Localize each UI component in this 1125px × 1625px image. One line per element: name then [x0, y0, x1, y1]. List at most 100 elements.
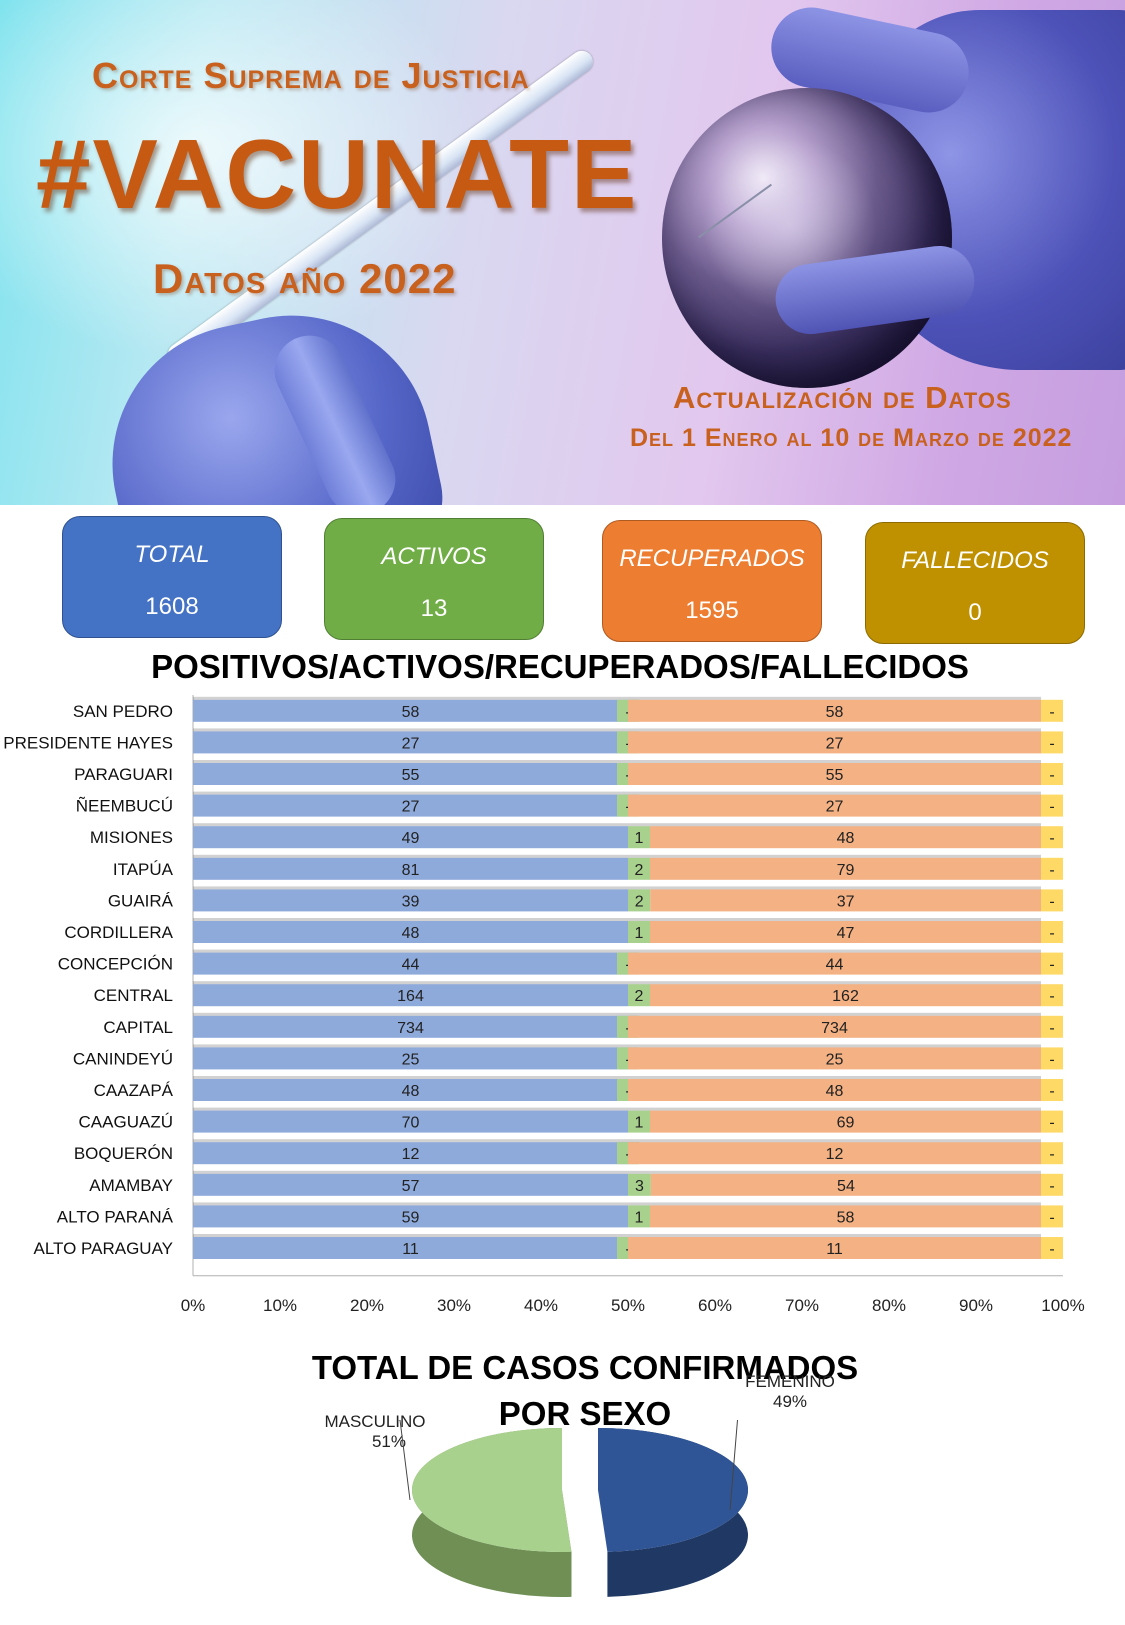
bar-segment-top-shade — [650, 1202, 1041, 1206]
bar-segment-activos — [628, 889, 651, 912]
pie-leader-masculino — [396, 1420, 411, 1501]
category-label: PARAGUARI — [74, 765, 173, 784]
category-label: CAAGUAZÚ — [79, 1113, 173, 1132]
category-label: ALTO PARANÁ — [57, 1207, 174, 1226]
x-tick-label: 70% — [785, 1296, 819, 1315]
bar-segment-top-shade — [650, 886, 1041, 890]
pie-label-masculino: MASCULINO 51% — [320, 1412, 430, 1452]
bar-segment-recuperados — [628, 1047, 1041, 1070]
bar-data-label: 27 — [402, 799, 420, 816]
category-label: MISIONES — [90, 828, 173, 847]
bar-segment-recuperados — [628, 794, 1041, 817]
summary-total-card: TOTAL 1608 — [62, 516, 282, 638]
bar-segment-top-shade — [193, 1107, 628, 1111]
bar-segment-top-shade — [193, 854, 628, 858]
bar-segment-top-shade — [193, 1076, 628, 1079]
bar-data-label: 12 — [826, 1146, 844, 1163]
bar-data-label: - — [1049, 830, 1054, 847]
summary-fallecidos-label: FALLECIDOS — [901, 547, 1049, 574]
bar-segment-top-shade — [650, 823, 1041, 827]
update-range: Del 1 Enero al 10 de Marzo de 2022 — [630, 424, 1073, 452]
bar-segment-top-shade — [628, 949, 1041, 953]
summary-fallecidos-value: 0 — [968, 599, 982, 626]
x-tick-label: 0% — [181, 1296, 206, 1315]
category-label: CANINDEYÚ — [73, 1049, 173, 1068]
bar-segment-top-shade — [650, 1170, 1041, 1174]
bar-data-label: 25 — [826, 1051, 844, 1068]
bar-data-label: 164 — [397, 988, 424, 1005]
x-tick-label: 50% — [611, 1296, 645, 1315]
bar-segment-positivos — [193, 794, 628, 817]
pie-label-femenino-name: FEMENINO — [745, 1372, 835, 1391]
bar-segment-top-shade — [650, 918, 1041, 921]
bar-segment-fallecidos — [1041, 1015, 1063, 1038]
pie-label-masculino-name: MASCULINO — [324, 1412, 426, 1431]
bar-segment-positivos — [193, 1110, 628, 1133]
bar-segment-fallecidos — [1041, 826, 1063, 849]
bar-segment-recuperados — [650, 921, 1041, 943]
bar-segment-positivos — [193, 731, 628, 754]
bar-segment-positivos — [193, 1173, 628, 1196]
bar-segment-recuperados — [650, 857, 1041, 880]
bar-segment-top-shade — [193, 886, 628, 890]
bar-segment-top-shade — [628, 728, 1041, 732]
bar-segment-recuperados — [650, 889, 1041, 912]
bar-data-label: 57 — [402, 1178, 420, 1195]
stacked-bar-chart: 0% 10% 20% 30% 40% 50% 60% 70% 80% 90% 100% SAN PED… — [3, 695, 1085, 1315]
bar-segment-positivos — [193, 1015, 628, 1038]
bar-segment-top-shade — [628, 1202, 650, 1206]
bar-data-label: 2 — [635, 862, 644, 879]
x-tick-label: 10% — [263, 1296, 297, 1315]
bar-segment-recuperados — [628, 763, 1041, 785]
bar-data-label: 44 — [402, 957, 420, 974]
bar-data-label: - — [1049, 735, 1054, 752]
bar-data-label: - — [1049, 1083, 1054, 1100]
bar-segment-positivos — [193, 1079, 628, 1101]
bar-segment-activos — [628, 1173, 651, 1196]
bar-data-label: 27 — [402, 735, 420, 752]
bar-data-label: 79 — [837, 862, 855, 879]
bar-data-label: 55 — [826, 767, 844, 784]
bar-segment-recuperados — [650, 826, 1041, 849]
bar-data-label: 27 — [826, 799, 844, 816]
bar-data-label: 58 — [826, 704, 844, 721]
category-label: CONCEPCIÓN — [58, 955, 173, 974]
bar-segment-positivos — [193, 889, 628, 912]
bar-segment-recuperados — [650, 984, 1041, 1007]
bar-data-label: 25 — [402, 1051, 420, 1068]
summary-activos-card: ACTIVOS 13 — [324, 518, 544, 640]
bar-segment-fallecidos — [1041, 794, 1063, 817]
bar-data-label: 162 — [832, 988, 859, 1005]
bar-data-label: 48 — [402, 1083, 420, 1100]
x-tick-label: 90% — [959, 1296, 993, 1315]
pie-leader-femenino — [729, 1420, 739, 1511]
x-tick-label: 30% — [437, 1296, 471, 1315]
summary-fallecidos-card: FALLECIDOS 0 — [865, 522, 1085, 644]
bar-segment-recuperados — [628, 699, 1041, 722]
pie-chart-title: TOTAL DE CASOS CONFIRMADOS POR SEXO — [300, 1345, 870, 1437]
bar-segment-top-shade — [628, 1012, 1041, 1016]
bar-data-label: 69 — [837, 1115, 855, 1132]
x-tick-label: 60% — [698, 1296, 732, 1315]
bar-data-label: - — [1049, 1241, 1054, 1258]
category-label: SAN PEDRO — [73, 702, 173, 721]
year-label: Datos año 2022 — [153, 255, 457, 302]
bar-segment-top-shade — [193, 949, 628, 953]
bar-data-label: 81 — [402, 862, 420, 879]
bar-segment-activos — [628, 921, 650, 943]
hero-banner: Corte Suprema de Justicia #VACUNATE Dato… — [0, 0, 1125, 505]
bar-segment-fallecidos — [1041, 1205, 1063, 1228]
x-tick-label: 80% — [872, 1296, 906, 1315]
bar-data-label: - — [1049, 1051, 1054, 1068]
bar-segment-fallecidos — [1041, 1237, 1063, 1259]
bar-data-label: 55 — [402, 767, 420, 784]
bar-data-label: 58 — [837, 1209, 855, 1226]
bar-data-label: - — [1049, 862, 1054, 879]
bar-data-label: 3 — [635, 1178, 644, 1195]
bar-segment-top-shade — [193, 1234, 628, 1237]
bar-segment-fallecidos — [1041, 1047, 1063, 1070]
pie-label-femenino-pct: 49% — [772, 1392, 808, 1411]
x-tick-label: 100% — [1041, 1296, 1084, 1315]
bar-data-label: 734 — [397, 1020, 424, 1037]
bar-segment-positivos — [193, 826, 628, 849]
